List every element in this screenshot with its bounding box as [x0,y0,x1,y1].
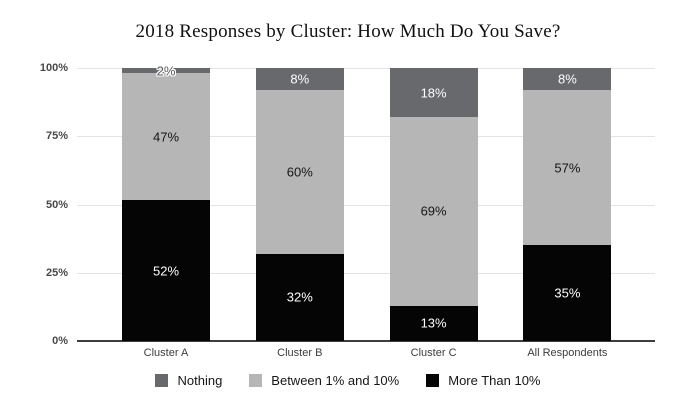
bar-value-label: 18% [420,85,447,101]
y-axis-tick-label: 75% [45,130,68,143]
bar-segment: 2% [122,63,210,78]
legend-label: More Than 10% [448,373,541,388]
y-axis-tick-label: 50% [45,198,68,211]
bar-cluster-c: 13% 69% 18% [389,68,478,341]
x-axis-line [77,340,655,342]
bar-segment: 69% [389,117,478,306]
y-axis-tick-label: 0% [52,335,68,347]
bar-segment: 35% [523,245,612,341]
bar-segment: 47% [122,73,210,201]
legend-swatch [155,374,169,387]
gridline [77,68,655,69]
legend-swatch [249,374,263,387]
bar-all-respondents: 35% 57% 8% [523,68,612,341]
bar-value-label: 2% [156,63,176,79]
bar-segment: 13% [389,305,478,341]
bar-value-label: 35% [554,285,581,301]
legend-item: Between 1% and 10% [249,373,399,388]
legend-swatch [426,374,440,387]
x-axis-category-label: Cluster A [143,347,189,359]
bar-value-label: 13% [420,315,447,331]
chart-title: 2018 Responses by Cluster: How Much Do Y… [135,21,561,42]
bar-segment: 57% [523,89,612,246]
legend-label: Nothing [177,373,223,388]
bar-segment: 8% [523,68,612,90]
bar-value-label: 32% [286,289,313,305]
bar-segment: 52% [122,200,210,341]
bar-segment: 8% [255,68,344,90]
gridline [77,272,655,274]
bar-segment: 18% [389,68,478,118]
plot-area: 52% 47% 2% 32% 60% 8% 13% 69% 18% 35% 57% 8% [77,63,655,342]
x-axis-category-label: Cluster C [410,347,457,359]
x-axis-category-label: Cluster B [277,347,323,359]
gridline [77,136,655,138]
y-axis-tick-label: 100% [39,62,68,74]
legend-item: Nothing [155,373,222,388]
bar-cluster-a: 52% 47% 2% [122,63,210,341]
bar-value-label: 57% [554,160,581,176]
x-axis-category-label: All Respondents [527,347,608,359]
legend-item: More Than 10% [426,373,541,388]
y-axis-tick-label: 25% [45,266,68,279]
bar-cluster-b: 32% 60% 8% [255,68,344,341]
bar-value-label: 8% [290,71,310,87]
bar-value-label: 8% [557,71,577,87]
bar-value-label: 52% [152,263,180,279]
bar-value-label: 60% [286,164,313,180]
bar-value-label: 69% [420,203,447,219]
legend-label: Between 1% and 10% [271,373,400,388]
gridline [77,204,655,206]
legend: Nothing Between 1% and 10% More Than 10% [0,373,696,388]
bar-value-label: 47% [152,129,180,145]
bar-segment: 60% [255,89,344,254]
bar-segment: 32% [255,253,344,341]
